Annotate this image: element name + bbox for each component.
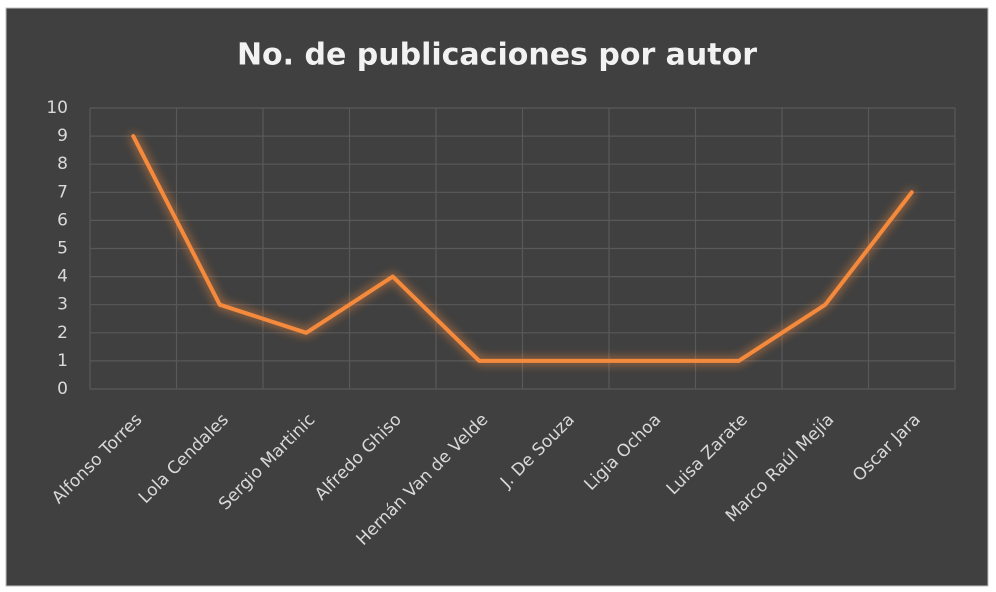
y-tick-label: 8 (57, 154, 68, 174)
y-tick-label: 7 (57, 182, 68, 202)
y-tick-label: 1 (57, 351, 68, 371)
y-tick-label: 9 (57, 126, 68, 146)
y-tick-label: 6 (57, 210, 68, 230)
chart-area (5, 7, 989, 587)
y-tick-label: 4 (57, 267, 68, 287)
y-tick-label: 0 (57, 379, 68, 399)
data-line (131, 134, 914, 363)
chart-title: No. de publicaciones por autor (237, 38, 757, 73)
y-tick-label: 2 (57, 323, 68, 343)
y-tick-label: 3 (57, 295, 68, 315)
y-tick-label: 10 (46, 98, 68, 118)
y-tick-label: 5 (57, 239, 68, 259)
